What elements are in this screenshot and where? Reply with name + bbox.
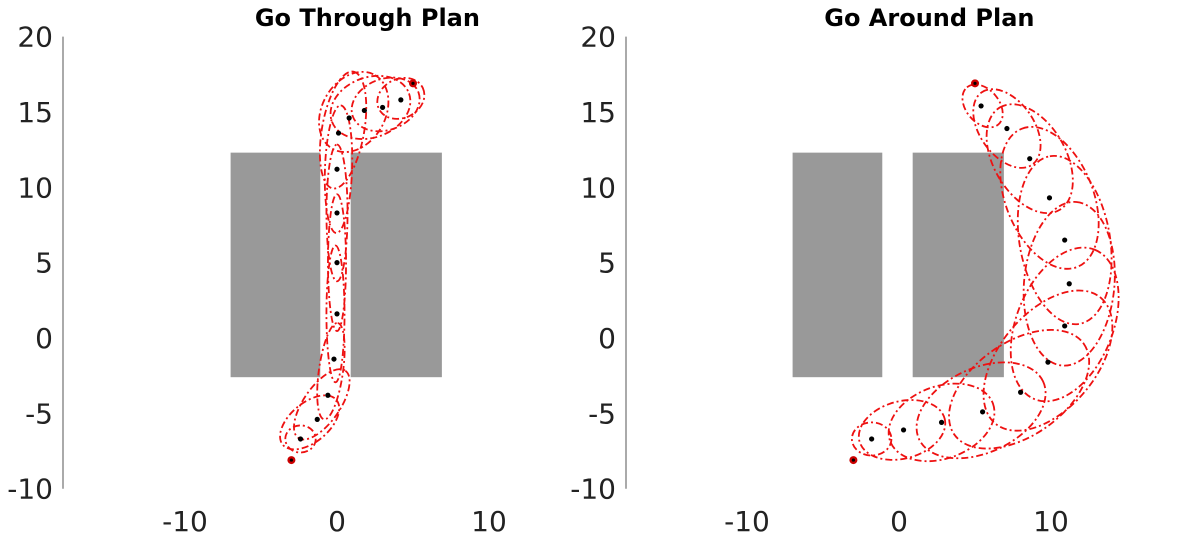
x-tick-label: -10 [162, 505, 208, 538]
trajectory-means [297, 97, 404, 442]
mean-point [980, 409, 986, 415]
uncertainty-ellipse [985, 103, 1074, 214]
mean-point [325, 392, 331, 398]
x-tick-labels: -10 0 10 [162, 505, 507, 538]
mean-point [1018, 389, 1024, 395]
uncertainty-ellipse [325, 244, 346, 384]
mean-point [361, 107, 367, 114]
mean-point [938, 419, 945, 425]
mean-point [869, 436, 875, 442]
mean-point [297, 436, 304, 442]
mean-point [380, 104, 386, 111]
chart-title: Go Around Plan [824, 4, 1034, 32]
x-tick-label: 0 [328, 505, 346, 538]
uncertainty-ellipse [327, 193, 347, 332]
y-tick-labels: 20 15 10 5 0 -5 -10 [570, 21, 616, 506]
y-tick-label: 10 [580, 171, 616, 204]
obstacle [912, 152, 1004, 378]
obstacle [792, 152, 883, 378]
obstacles [230, 152, 442, 378]
panel-go-around: Go Around Plan 20 15 10 5 0 -5 -10 -10 0 10 [570, 4, 1120, 538]
endpoints [849, 79, 979, 465]
goal-point-center [411, 81, 415, 85]
y-tick-label: 15 [580, 96, 616, 129]
uncertainty-ellipse [329, 74, 412, 140]
uncertainty-ellipse [318, 70, 390, 153]
mean-point [1046, 195, 1053, 201]
obstacles [792, 152, 1004, 378]
uncertainty-ellipses [850, 83, 1120, 463]
uncertainty-ellipse [915, 361, 1047, 460]
mean-point [346, 115, 352, 121]
uncertainty-ellipse [999, 125, 1100, 270]
obstacle [350, 152, 442, 378]
uncertainty-ellipse [1022, 200, 1116, 367]
uncertainty-ellipse [961, 83, 1004, 129]
uncertainty-ellipse [887, 382, 996, 463]
chart-title: Go Through Plan [255, 4, 480, 32]
mean-point [978, 103, 984, 109]
mean-point [1045, 359, 1051, 365]
y-tick-label: 0 [598, 322, 616, 355]
start-point-center [851, 458, 856, 462]
obstacle [230, 152, 321, 378]
y-tick-label: -10 [7, 473, 53, 506]
uncertainty-ellipse [350, 76, 421, 133]
trajectory-means [869, 103, 1072, 442]
mean-point [1062, 237, 1068, 243]
mean-point [334, 166, 340, 172]
mean-point [900, 427, 907, 433]
x-tick-label: -10 [724, 505, 770, 538]
uncertainty-ellipse [318, 70, 368, 190]
x-tick-label: 10 [1033, 505, 1069, 538]
mean-point [398, 97, 404, 103]
uncertainty-ellipse [850, 421, 893, 457]
y-tick-label: 10 [17, 171, 53, 204]
uncertainty-ellipse [316, 322, 346, 421]
mean-point [334, 311, 340, 317]
goal-point-center [973, 81, 977, 85]
y-tick-labels: 20 15 10 5 0 -5 -10 [7, 21, 53, 506]
uncertainty-ellipse [972, 88, 1042, 169]
mean-point [1066, 281, 1072, 287]
mean-point [334, 260, 340, 266]
mean-point [334, 210, 340, 216]
x-tick-label: 10 [471, 505, 507, 538]
y-tick-label: 20 [17, 21, 53, 54]
uncertainty-ellipse [376, 76, 426, 120]
uncertainty-ellipse [948, 329, 1091, 450]
mean-point [314, 416, 320, 422]
uncertainty-ellipse [284, 424, 317, 454]
start-point-center [289, 458, 293, 462]
uncertainty-ellipse [857, 399, 947, 461]
mean-point [1004, 125, 1010, 132]
y-tick-label: 5 [35, 247, 53, 280]
y-tick-label: -10 [570, 473, 616, 506]
y-tick-label: 5 [598, 247, 616, 280]
y-tick-label: 15 [17, 96, 53, 129]
mean-point [1062, 323, 1068, 329]
mean-point [331, 356, 337, 362]
y-tick-label: 20 [580, 21, 616, 54]
endpoints [287, 79, 417, 465]
uncertainty-ellipse [1009, 246, 1120, 403]
mean-point [335, 130, 342, 136]
y-tick-label: 0 [35, 322, 53, 355]
uncertainty-ellipse [982, 289, 1114, 432]
y-tick-label: -5 [588, 397, 616, 430]
panel-go-through: Go Through Plan 20 15 10 5 0 -5 -10 -10 0 10 [7, 4, 507, 538]
y-tick-label: -5 [25, 397, 53, 430]
mean-point [1027, 156, 1033, 162]
x-tick-labels: -10 0 10 [724, 505, 1069, 538]
x-tick-label: 0 [890, 505, 908, 538]
